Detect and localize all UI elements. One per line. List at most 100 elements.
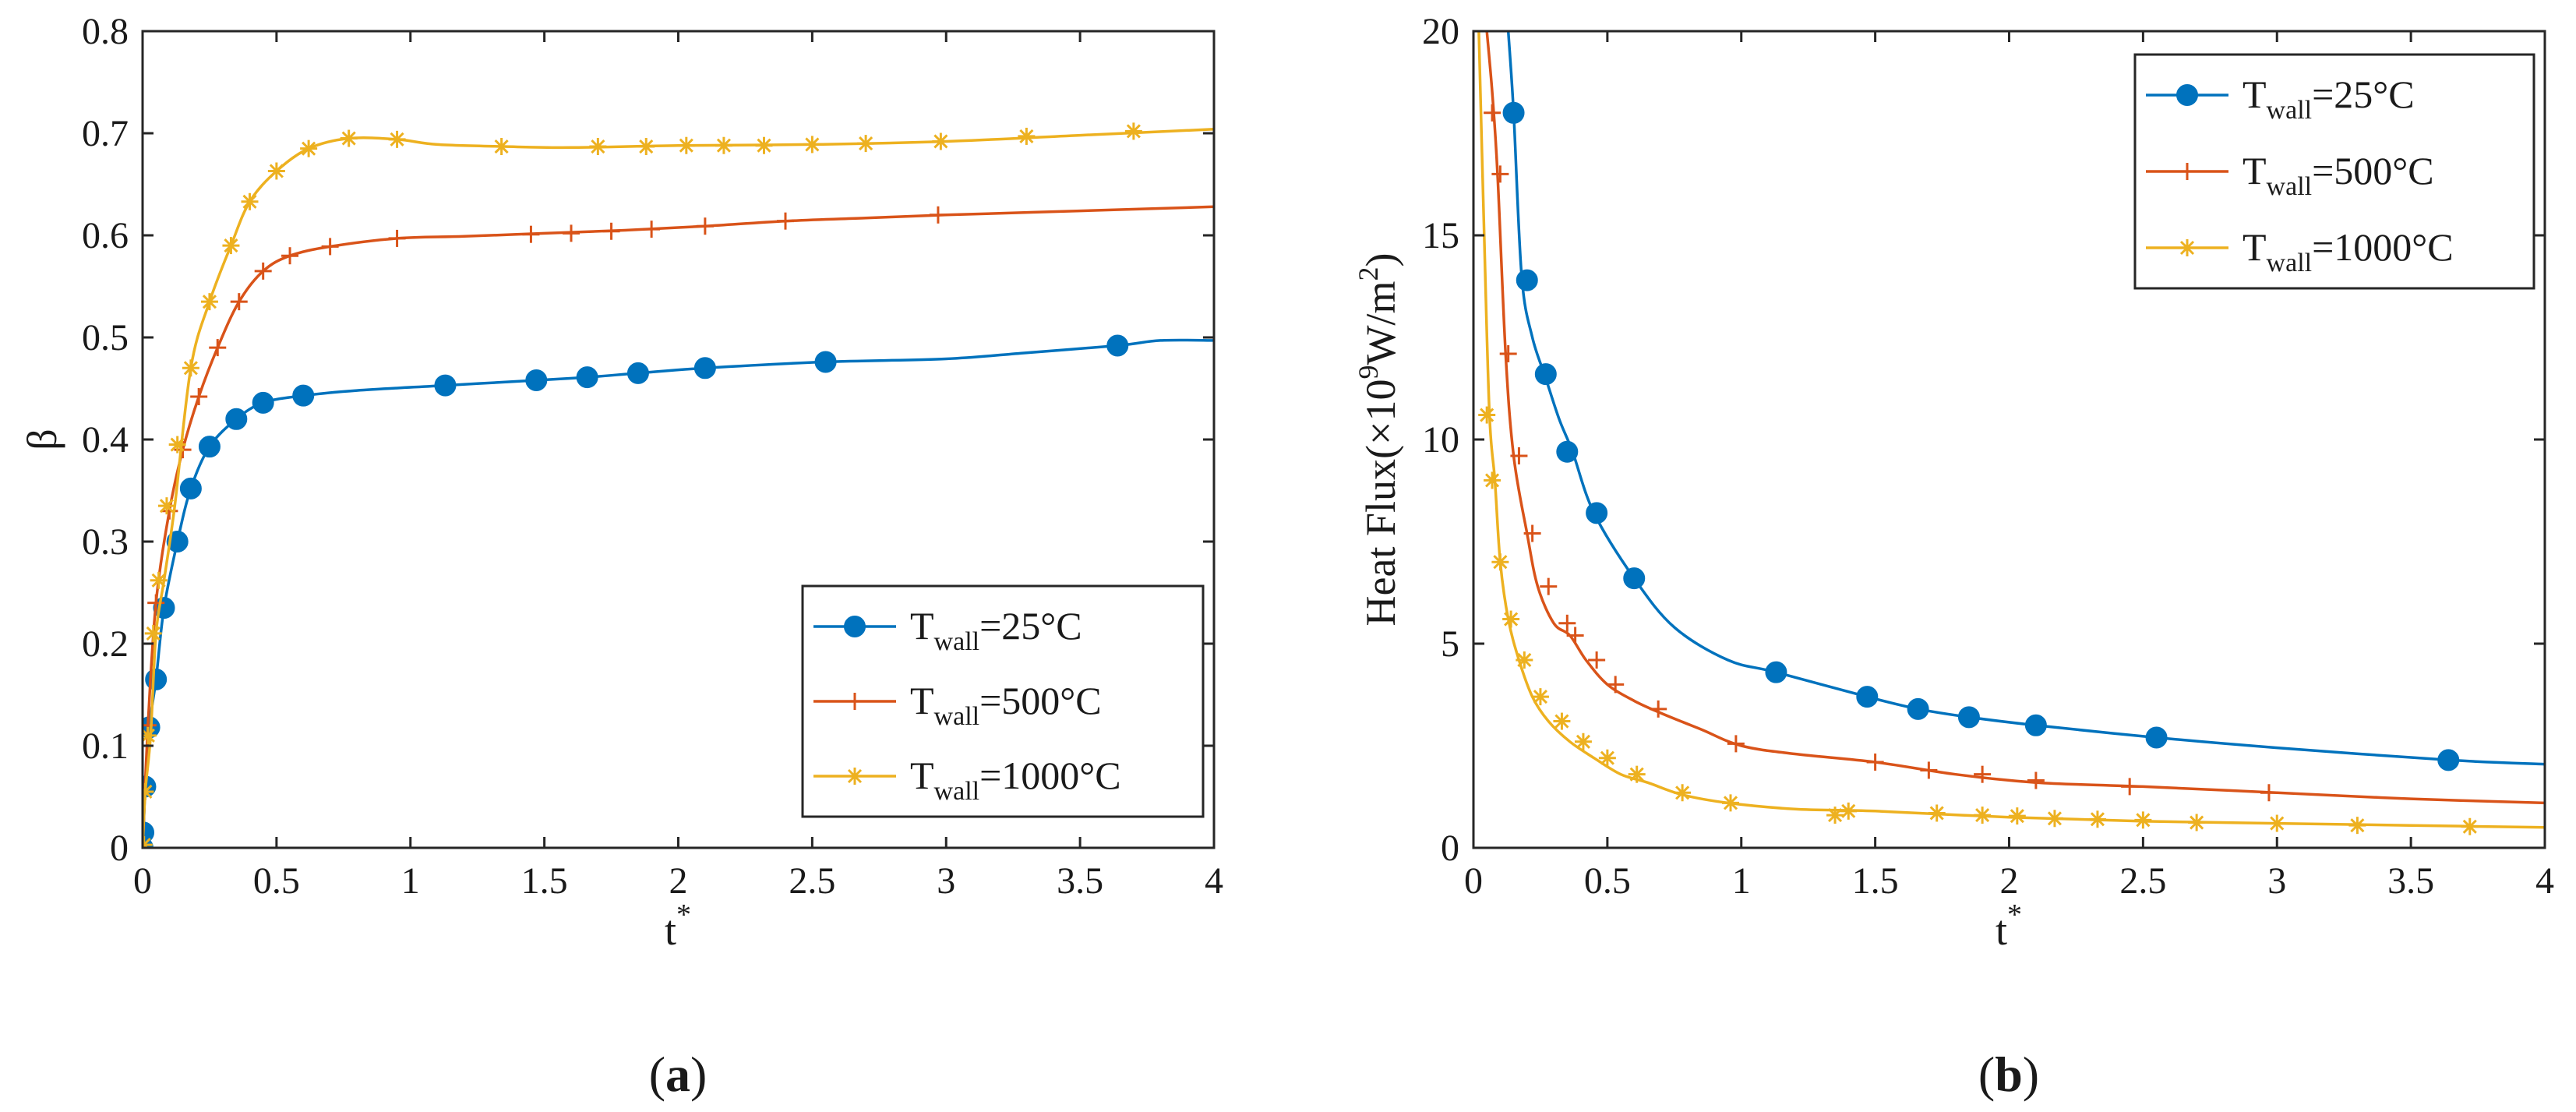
panel-b-chart: 0 0.5 1 1.5 2 2.5 3 3.5 4 0 5 10 15 20 t* Heat Flux(×… — [1353, 11, 2554, 1102]
panel-b-label: (b) — [1978, 1047, 2039, 1102]
panel-b-data-point — [2121, 778, 2139, 796]
panel-a-data-point — [150, 571, 168, 589]
panel-a-data-point — [300, 139, 318, 157]
panel-a-data-point — [522, 225, 540, 243]
panel-b-xtick-label: 2 — [2000, 860, 2019, 902]
panel-a-xtick-label: 3 — [937, 860, 955, 902]
panel-a-data-point — [434, 374, 457, 397]
panel-a-data-point — [932, 132, 950, 150]
panel-b-series-layer — [1477, 31, 2545, 835]
panel-b-data-point — [1510, 447, 1528, 464]
panel-a-data-point — [525, 369, 548, 392]
panel-b-data-point — [2268, 814, 2286, 832]
panel-b-data-point — [1628, 765, 1646, 783]
panel-a-data-point — [814, 351, 837, 373]
panel-b-data-point — [1502, 610, 1520, 628]
panel-a-data-point — [755, 136, 773, 154]
panel-a-data-point — [1106, 334, 1129, 357]
panel-a-data-point — [241, 192, 259, 210]
panel-a-xtick-label: 1.5 — [521, 860, 568, 902]
panel-b-data-point — [1502, 101, 1525, 124]
panel-a-data-point — [144, 624, 162, 642]
panel-b-data-point — [1928, 804, 1946, 822]
panel-a-data-point — [1018, 127, 1036, 145]
panel-b-ytick-label: 10 — [1422, 419, 1459, 461]
panel-a-data-point — [340, 129, 358, 147]
panel-a-ytick-label: 0.7 — [82, 113, 129, 154]
panel-a-data-point — [492, 138, 510, 156]
panel-b-data-point — [2461, 817, 2479, 835]
panel-b-data-point — [1623, 567, 1646, 590]
panel-b-data-point — [2260, 784, 2278, 802]
panel-a-data-point — [222, 237, 240, 255]
legend-marker-swatch — [846, 768, 863, 785]
panel-a-data-point — [715, 136, 732, 154]
panel-a-data-point — [626, 362, 649, 384]
panel-b-ytick-label: 20 — [1422, 11, 1459, 52]
panel-b-data-point — [1727, 735, 1745, 753]
panel-a-data-point — [292, 384, 315, 407]
panel-b-data-point — [1516, 269, 1538, 291]
panel-b-data-point — [1588, 651, 1606, 669]
panel-b-data-point — [1484, 104, 1501, 122]
panel-b-data-point — [1540, 577, 1558, 595]
panel-b-series-2 — [1477, 31, 2545, 835]
panel-a-data-point — [777, 212, 794, 230]
panel-b-data-point — [1586, 502, 1608, 524]
panel-b-data-point — [2348, 817, 2366, 835]
legend-label: Twall=1000°C — [910, 754, 1121, 806]
panel-b-data-point — [1856, 686, 1879, 708]
legend-marker-swatch — [844, 616, 866, 637]
panel-b-data-point — [1558, 614, 1576, 632]
panel-a-data-point — [1124, 122, 1142, 140]
panel-b-data-point — [1974, 765, 1992, 783]
panel-a-data-point — [643, 221, 661, 238]
panel-b-data-point — [1523, 524, 1541, 542]
panel-b-data-point — [2008, 807, 2026, 825]
panel-a-ytick-label: 0.5 — [82, 317, 129, 358]
panel-b-data-point — [1499, 344, 1517, 362]
panel-b-data-point — [1957, 706, 1980, 729]
panel-b-data-point — [1491, 553, 1509, 571]
panel-a-data-point — [166, 531, 189, 552]
panel-b-data-point — [1574, 733, 1592, 750]
panel-a-data-point — [147, 594, 165, 612]
panel-a-series-2 — [143, 122, 1214, 848]
panel-a-data-point — [563, 224, 580, 242]
panel-a-xtick-label: 4 — [1205, 860, 1223, 902]
panel-a-ytick-label: 0.3 — [82, 521, 129, 563]
legend-label: Twall=25°C — [2243, 72, 2415, 125]
panel-a-data-point — [143, 726, 157, 744]
panel-a-data-point — [677, 136, 695, 154]
panel-b-xtick-label: 0.5 — [1584, 860, 1631, 902]
panel-a-legend-entry: Twall=25°C — [813, 604, 1082, 656]
panel-a-data-point — [179, 477, 202, 500]
panel-b-legend-entry: Twall=25°C — [2146, 72, 2415, 125]
panel-b-data-point — [1650, 700, 1667, 718]
panel-a-data-point — [388, 130, 406, 148]
panel-a-xtick-label: 2.5 — [789, 860, 835, 902]
panel-b-data-point — [1722, 794, 1739, 812]
panel-b-data-point — [2134, 811, 2152, 829]
legend-marker-swatch — [2179, 163, 2196, 180]
panel-b-data-point — [1826, 807, 1844, 824]
panel-b-xtick-label: 3.5 — [2387, 860, 2434, 902]
panel-b-xtick-label: 4 — [2535, 860, 2554, 902]
panel-a-data-point — [576, 366, 598, 389]
panel-b-data-point — [2027, 771, 2045, 789]
panel-a-series-1 — [143, 205, 1214, 848]
panel-b-data-point — [1840, 802, 1858, 820]
panel-b-xtick-label: 3 — [2267, 860, 2286, 902]
panel-b-xtick-label: 1 — [1732, 860, 1751, 902]
panel-b-data-point — [1674, 784, 1692, 802]
panel-a-data-point — [602, 222, 620, 240]
panel-b-legend: Twall=25°C Twall=500°C Twall=1000°C — [2133, 53, 2535, 290]
panel-b-ytick-label: 5 — [1441, 623, 1459, 665]
legend-label: Twall=25°C — [910, 604, 1082, 656]
panel-a-data-point — [143, 782, 154, 800]
legend-marker-swatch — [2179, 239, 2196, 256]
panel-b-data-point — [2045, 810, 2063, 828]
panel-b-data-point — [2188, 814, 2206, 831]
panel-b-data-point — [2437, 749, 2460, 771]
